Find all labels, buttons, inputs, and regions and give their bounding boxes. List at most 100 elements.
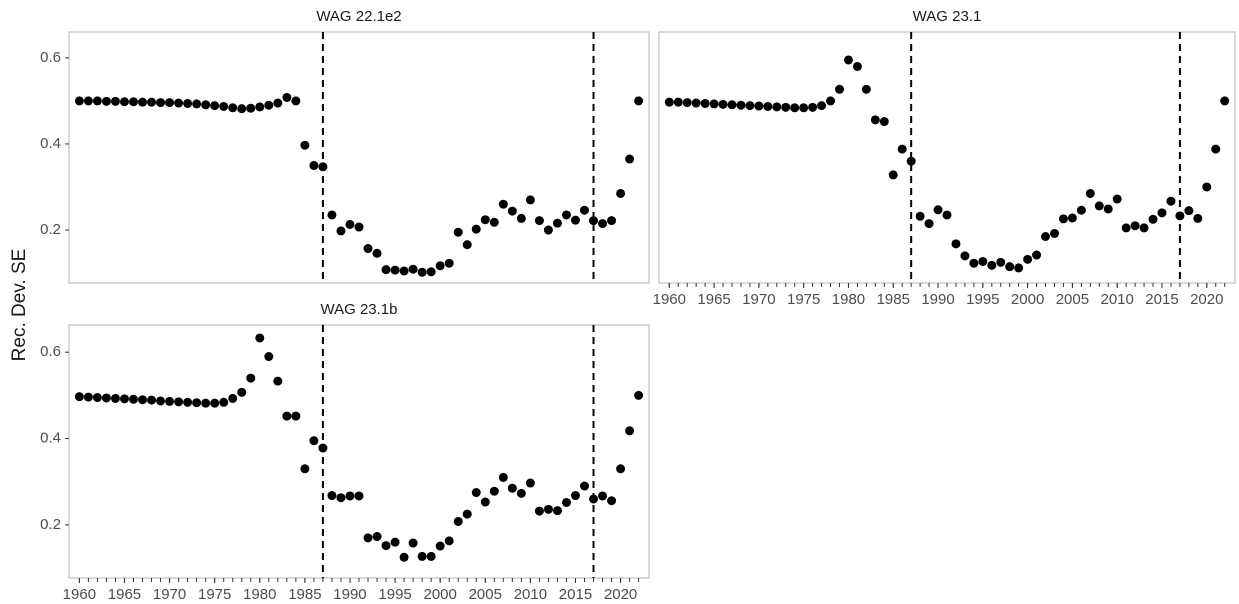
point	[119, 394, 129, 404]
x-tick-label: 1995	[966, 291, 999, 308]
point	[119, 97, 129, 107]
panel-title: WAG 23.1b	[321, 301, 398, 318]
point	[273, 376, 283, 386]
point	[978, 256, 988, 266]
point	[1157, 208, 1167, 218]
point	[817, 101, 827, 111]
y-tick-label: 0.6	[40, 343, 61, 360]
x-tick-label: 1975	[198, 586, 231, 603]
y-tick-label: 0.4	[40, 430, 61, 447]
point	[273, 98, 283, 108]
point	[924, 219, 934, 229]
y-tick-label: 0.2	[40, 516, 61, 533]
point	[589, 216, 599, 226]
point	[92, 96, 102, 106]
point	[960, 251, 970, 261]
point	[462, 240, 472, 250]
point	[1184, 206, 1194, 216]
point	[453, 227, 463, 237]
point	[843, 55, 853, 65]
point	[74, 96, 84, 106]
point	[745, 101, 755, 111]
point	[1193, 213, 1203, 223]
point	[390, 537, 400, 547]
point	[879, 117, 889, 127]
point	[318, 162, 328, 172]
point	[408, 264, 418, 274]
point	[92, 393, 102, 403]
point	[516, 488, 526, 498]
point	[718, 99, 728, 109]
panel-border	[68, 31, 650, 284]
x-tick-label: 2020	[1190, 291, 1223, 308]
point	[897, 144, 907, 154]
point	[174, 397, 184, 407]
x-tick-label: 2010	[514, 586, 547, 603]
point	[1112, 194, 1122, 204]
point	[682, 98, 692, 108]
point	[942, 210, 952, 220]
point	[264, 352, 274, 362]
point	[709, 99, 719, 109]
point	[906, 156, 916, 166]
point	[1103, 204, 1113, 214]
point	[480, 215, 490, 225]
point	[598, 491, 608, 501]
point	[291, 96, 301, 106]
point	[996, 257, 1006, 267]
point	[1085, 188, 1095, 198]
point	[417, 267, 427, 277]
point	[372, 532, 382, 542]
point	[255, 102, 265, 112]
point	[607, 496, 617, 506]
point	[543, 225, 553, 235]
point	[489, 486, 499, 496]
x-tick-label: 2005	[1056, 291, 1089, 308]
point	[210, 398, 220, 408]
point	[1049, 228, 1059, 238]
point	[471, 224, 481, 234]
y-tick-label: 0.4	[40, 135, 61, 152]
x-tick-label: 1980	[832, 291, 865, 308]
point	[300, 140, 310, 150]
point	[201, 398, 211, 408]
point	[192, 99, 202, 109]
x-tick-label: 2015	[559, 586, 592, 603]
point	[489, 217, 499, 227]
point	[772, 102, 782, 112]
x-tick-label: 1970	[153, 586, 186, 603]
point	[462, 509, 472, 519]
point	[870, 115, 880, 125]
x-tick-label: 2000	[1011, 291, 1044, 308]
point	[110, 96, 120, 106]
x-tick-label: 1975	[787, 291, 820, 308]
point	[625, 426, 635, 436]
point	[933, 205, 943, 215]
point	[354, 222, 364, 232]
point	[83, 392, 93, 402]
point	[790, 103, 800, 113]
x-tick-label: 1965	[108, 586, 141, 603]
point	[498, 199, 508, 209]
point	[1220, 96, 1230, 106]
x-tick-label: 1960	[63, 586, 96, 603]
point	[101, 393, 111, 403]
point	[1032, 250, 1042, 260]
point	[525, 478, 535, 488]
point	[174, 98, 184, 108]
point	[219, 397, 229, 407]
point	[363, 533, 373, 543]
point	[552, 218, 562, 228]
point	[664, 97, 674, 107]
point	[147, 97, 157, 107]
point	[282, 92, 292, 102]
point	[201, 100, 211, 110]
point	[888, 170, 898, 180]
point	[309, 436, 319, 446]
point	[444, 536, 454, 546]
x-tick-label: 1980	[243, 586, 276, 603]
x-tick-label: 2010	[1101, 291, 1134, 308]
point	[417, 551, 427, 561]
point	[561, 210, 571, 220]
point	[372, 248, 382, 258]
